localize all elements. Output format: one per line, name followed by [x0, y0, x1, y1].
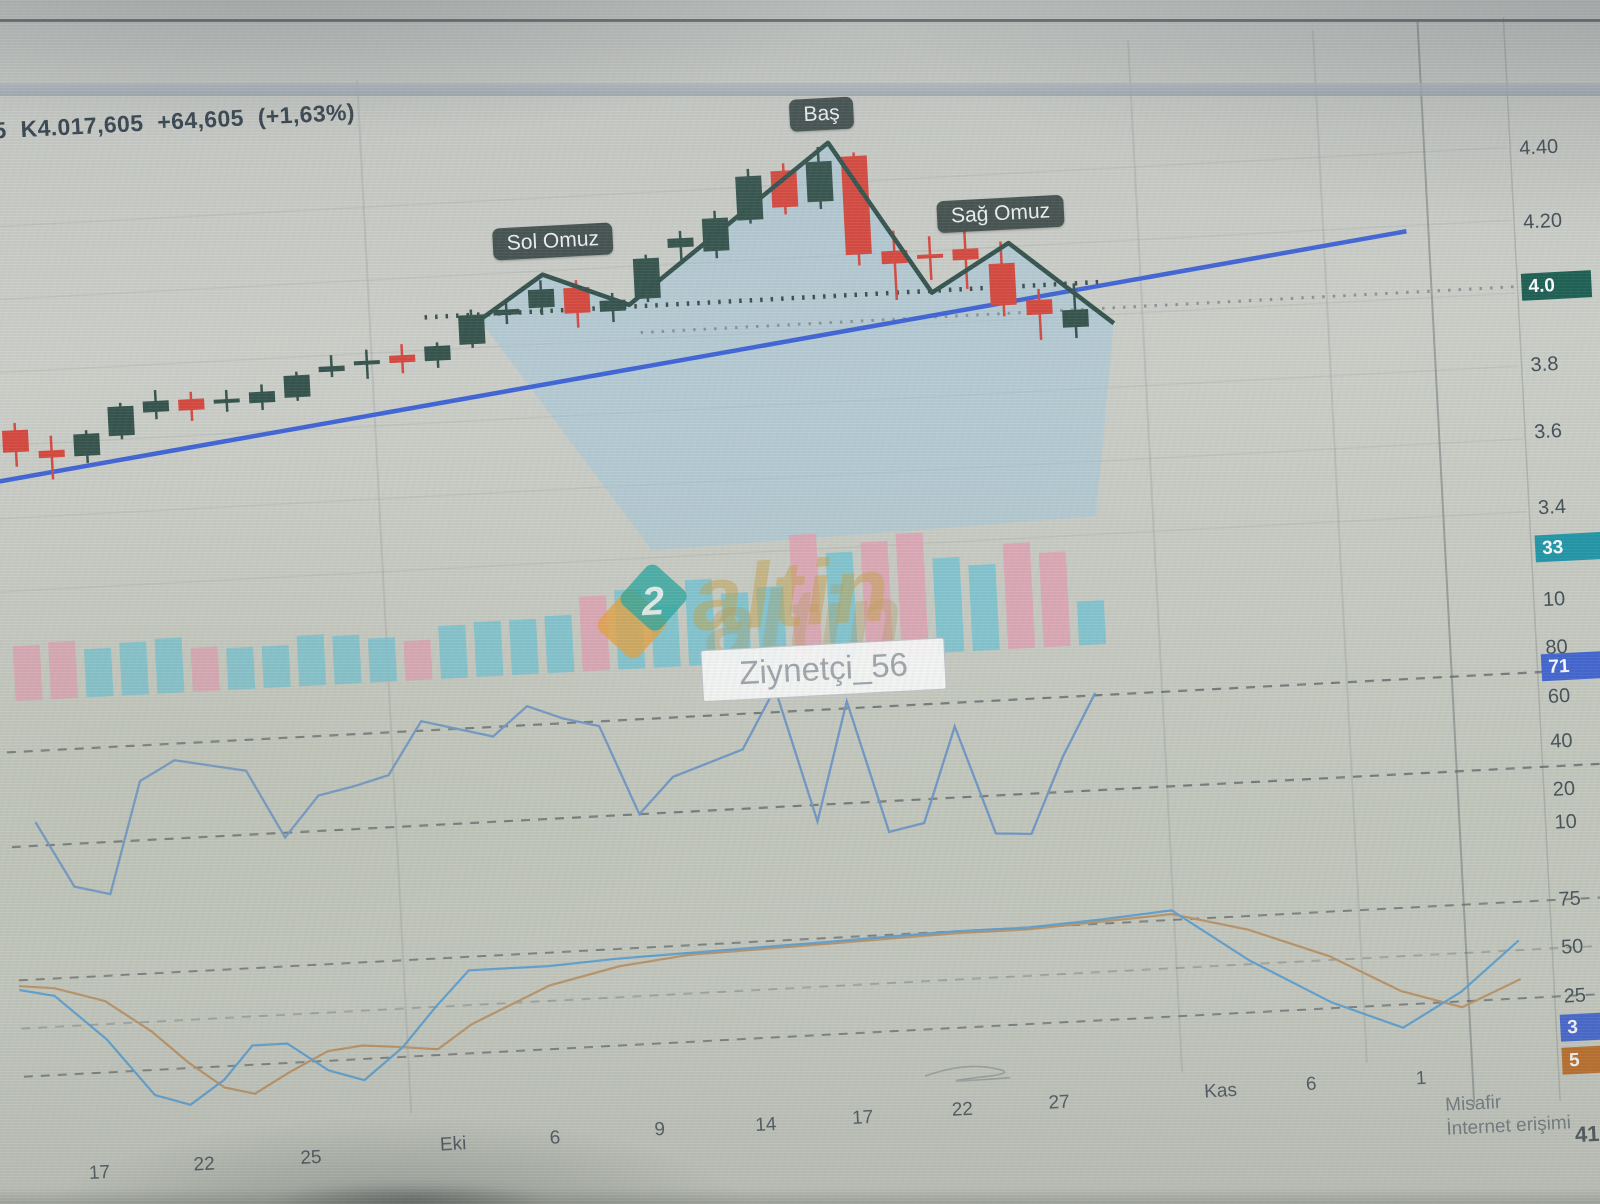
last-price: K4.017,605: [19, 109, 145, 143]
date-axis-label: 22: [193, 1153, 216, 1176]
date-axis-label: Eki: [439, 1133, 467, 1156]
photo-shadow-blob: [270, 1182, 550, 1204]
date-axis-label: 9: [653, 1118, 666, 1141]
label-left-shoulder[interactable]: Sol Omuz: [492, 222, 614, 261]
date-axis-label: 6: [1305, 1073, 1318, 1096]
rsi-axis-label: 20: [1552, 777, 1576, 801]
date-axis-label: 17: [88, 1161, 111, 1184]
head-and-shoulders-outline: [478, 140, 1116, 326]
screen-bottom-edge: [0, 1188, 1600, 1204]
volume-axis-badge: 33: [1534, 531, 1600, 562]
rsi-axis-label: 40: [1549, 729, 1574, 753]
date-axis-label: 17: [851, 1106, 874, 1129]
rsi-line: [34, 685, 1097, 896]
date-axis-label: 1: [1415, 1067, 1427, 1090]
window-top-band: [0, 83, 1600, 96]
date-axis-label: 6: [549, 1127, 561, 1149]
price-axis-label: 3.8: [1530, 352, 1559, 377]
date-axis-label: 22: [951, 1098, 974, 1121]
price-axis-label: 3.6: [1533, 419, 1563, 444]
date-axis-label: 14: [754, 1113, 778, 1137]
pattern-fill: [479, 142, 1114, 551]
date-axis-label: 27: [1048, 1091, 1071, 1114]
stochastic-d-badge: 5: [1561, 1043, 1600, 1075]
stochastic-d-line: [18, 913, 1522, 1095]
price-axis-label: 3.4: [1537, 495, 1567, 520]
label-head[interactable]: Baş: [788, 96, 855, 132]
label-right-shoulder[interactable]: Sağ Omuz: [936, 194, 1065, 234]
date-axis-label: 25: [299, 1146, 323, 1169]
stochastic-axis-label: 75: [1558, 887, 1582, 911]
price-axis-label: 4.40: [1518, 135, 1559, 160]
wifi-network-name[interactable]: Misafir: [1444, 1092, 1502, 1116]
clock-timer: 41:26: [1574, 1119, 1600, 1148]
volume-axis-label: 10: [1542, 587, 1566, 612]
session-prefix: 25: [0, 116, 8, 145]
price-change-percent: (+1,63%): [257, 98, 356, 130]
watermark-text: altin: [689, 538, 894, 651]
logo-glyph: 2: [640, 579, 666, 625]
date-axis-label: Kas: [1203, 1079, 1238, 1103]
trendline: [0, 229, 1407, 485]
rsi-axis-badge: 71: [1540, 650, 1600, 681]
stochastic-k-badge: 3: [1559, 1010, 1600, 1042]
stochastic-axis-label: 50: [1560, 935, 1584, 959]
stochastic-axis-label: 25: [1563, 984, 1587, 1008]
stochastic-k-line: [19, 909, 1520, 1106]
price-axis-label: 4.20: [1522, 209, 1563, 234]
rsi-axis-label: 10: [1554, 810, 1578, 834]
rsi-axis-label: 60: [1547, 684, 1571, 708]
price-axis-badge: 4.0: [1520, 269, 1593, 301]
price-change: +64,605: [156, 104, 245, 135]
altin-logo-icon: 2: [593, 560, 691, 662]
screen-top-edge: [0, 19, 1600, 22]
